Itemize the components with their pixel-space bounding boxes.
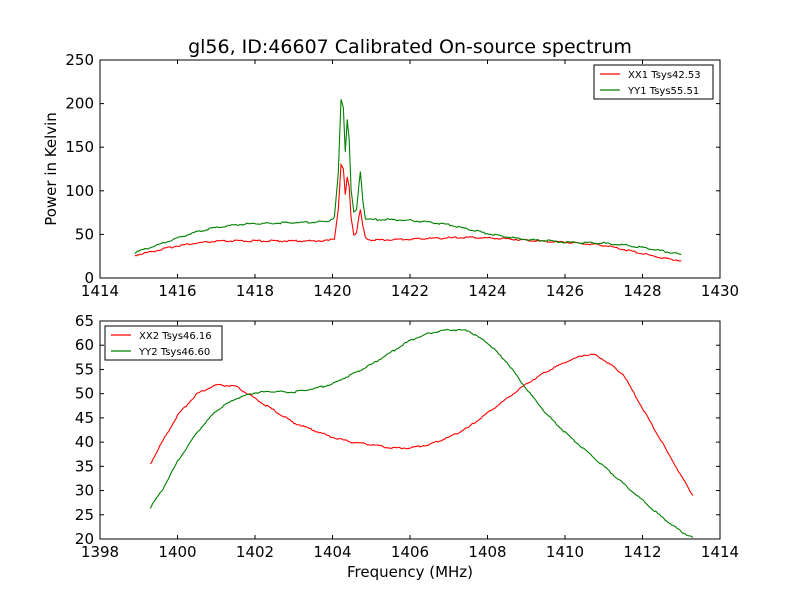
y-tick-label: 55	[75, 360, 94, 378]
y-tick-label: 250	[65, 51, 94, 69]
bottom-spectrum-plot: 1398 1400 1402 1404 1406 1408 1410 1412 1414 20 25…	[75, 312, 739, 561]
legend-label-2: YY1 Tsys55.51	[627, 86, 699, 97]
x-tick-label: 1400	[158, 543, 196, 561]
y-tick-label: 20	[75, 530, 94, 548]
y-tick-label: 40	[75, 433, 94, 451]
y-axis-label: Power in Kelvin	[42, 112, 60, 226]
y-tick-label: 100	[65, 182, 94, 200]
x-tick-label: 1414	[701, 543, 739, 561]
x-tick-label: 1412	[623, 543, 661, 561]
y-tick-label: 60	[75, 336, 94, 354]
x-tick-label: 1422	[391, 282, 429, 300]
x-tick-label: 1416	[158, 282, 196, 300]
series-line-1	[134, 162, 682, 262]
chart-title: gl56, ID:46607 Calibrated On-source spec…	[188, 36, 632, 58]
legend-box	[593, 64, 714, 100]
y-tick-label: 150	[65, 138, 94, 156]
y-tick-label: 50	[75, 385, 94, 403]
y-tick-label: 65	[75, 312, 94, 330]
series-line-1	[149, 353, 694, 496]
y-tick-label: 50	[75, 225, 94, 243]
legend-label-2: YY2 Tsys46.60	[138, 347, 210, 358]
series-line-2	[149, 328, 694, 538]
x-tick-label: 1406	[391, 543, 429, 561]
x-axis-label: Frequency (MHz)	[347, 563, 473, 581]
x-tick-label: 1430	[701, 282, 739, 300]
x-tick-label: 1410	[546, 543, 584, 561]
x-tick-label: 1424	[468, 282, 506, 300]
x-tick-label: 1398	[81, 543, 119, 561]
legend-label-1: XX2 Tsys46.16	[139, 331, 212, 342]
x-tick-label: 1428	[623, 282, 661, 300]
x-tick-label: 1408	[468, 543, 506, 561]
y-tick-label: 45	[75, 409, 94, 427]
x-tick-label: 1418	[236, 282, 274, 300]
x-tick-label: 1404	[313, 543, 351, 561]
x-tick-label: 1426	[546, 282, 584, 300]
y-tick-label: 35	[75, 457, 94, 475]
y-tick-label: 200	[65, 95, 94, 113]
legend-box	[104, 325, 223, 361]
top-spectrum-plot: 1414 1416 1418 1420 1422 1424 1426 1428 1430 0 50 1…	[65, 51, 739, 300]
x-tick-label: 1414	[81, 282, 119, 300]
x-tick-label: 1402	[236, 543, 274, 561]
legend-label-1: XX1 Tsys42.53	[628, 70, 701, 81]
series-line-2	[134, 99, 682, 255]
y-tick-label: 30	[75, 482, 94, 500]
y-tick-label: 0	[84, 269, 94, 287]
x-tick-label: 1420	[313, 282, 351, 300]
y-tick-label: 25	[75, 506, 94, 524]
